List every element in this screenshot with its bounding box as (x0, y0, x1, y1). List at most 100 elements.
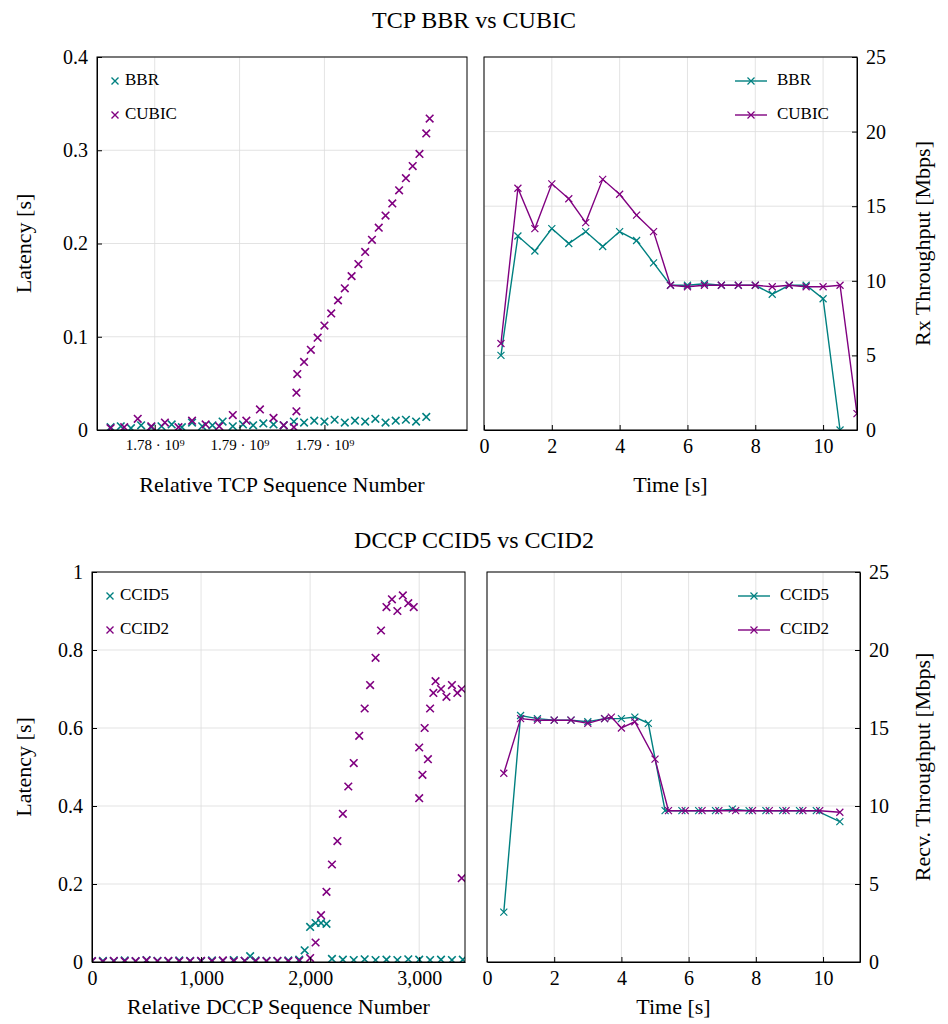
marker (260, 420, 268, 428)
tick-mark (97, 150, 102, 151)
marker (769, 283, 776, 290)
marker (148, 422, 156, 430)
grid-line (619, 57, 620, 430)
tick-mark (554, 957, 555, 962)
tick-label: 0.1 (63, 326, 88, 348)
marker (339, 956, 347, 962)
tick-mark (487, 957, 488, 962)
marker (718, 282, 725, 289)
figure: TCP BBR vs CUBIC 1.78 · 10⁹1.79 · 10⁹1.79… (0, 0, 948, 1024)
marker (820, 283, 827, 290)
tick: 0 (480, 425, 490, 457)
tick: 0.2 (58, 873, 97, 895)
marker (399, 592, 407, 600)
marker (766, 807, 773, 814)
tick: 8 (751, 957, 761, 989)
tick: 4 (615, 425, 625, 457)
marker (375, 224, 383, 232)
grid-line (97, 243, 467, 244)
series (107, 413, 430, 430)
marker (682, 807, 689, 814)
marker (565, 240, 572, 247)
marker (186, 957, 194, 962)
marker (328, 861, 336, 869)
panel: DCCP CCID5 vs CCID201,0002,0003,00000.20… (11, 527, 594, 1019)
plot-area (500, 712, 843, 916)
marker (321, 322, 329, 330)
marker (168, 421, 176, 429)
tick-mark (620, 425, 621, 430)
grid-line (755, 57, 756, 430)
marker (732, 807, 739, 814)
marker (497, 352, 504, 359)
axis: 1.78 · 10⁹1.79 · 10⁹1.79 · 10⁹ (98, 425, 468, 453)
axis: 00.10.20.30.4 (63, 46, 102, 441)
legend: CCID5CCID2 (738, 585, 829, 638)
tick: 2 (550, 957, 560, 989)
tick-label: 0.4 (63, 46, 88, 68)
tick: 0 (73, 951, 97, 973)
marker (422, 130, 430, 138)
marker (323, 888, 331, 896)
grid (484, 57, 857, 430)
marker (684, 282, 691, 289)
tick: 1.79 · 10⁹ (295, 425, 354, 453)
marker (372, 654, 380, 662)
marker (531, 225, 538, 232)
grid-line (419, 572, 420, 962)
marker (121, 957, 129, 962)
marker (448, 956, 456, 962)
grid-line (621, 572, 622, 962)
marker (293, 370, 301, 378)
grid-line (551, 57, 552, 430)
legend-label: CCID2 (120, 619, 169, 638)
tick-label: 0.4 (58, 795, 83, 817)
marker (582, 228, 589, 235)
plot-area (497, 176, 857, 430)
marker (323, 920, 331, 928)
marker (650, 259, 657, 266)
marker (836, 818, 843, 825)
marker (701, 280, 708, 287)
marker (188, 417, 196, 425)
plot-frame (487, 572, 860, 962)
series (92, 919, 465, 962)
marker (421, 724, 429, 732)
tick: 20 (855, 639, 889, 661)
tick-label: 15 (866, 195, 886, 217)
marker (412, 418, 420, 426)
marker (404, 955, 412, 962)
marker (341, 284, 349, 292)
marker (300, 419, 308, 427)
marker (175, 957, 183, 962)
tick-mark (855, 806, 860, 807)
marker (426, 956, 434, 962)
marker (752, 282, 759, 289)
tick-mark (852, 206, 857, 207)
x-axis-title: Time [s] (633, 472, 707, 497)
tick: 25 (852, 46, 886, 68)
tick: 10 (855, 795, 889, 817)
axis-line (98, 430, 468, 431)
marker (175, 957, 183, 962)
grid-line (92, 728, 465, 729)
tick-mark (621, 957, 622, 962)
tick: 0.3 (63, 139, 102, 161)
marker (263, 957, 271, 962)
legend-item: CUBIC (735, 104, 829, 123)
tick-mark (92, 650, 97, 651)
tick-mark (97, 430, 102, 431)
tick: 8 (751, 425, 761, 457)
chart-title: TCP BBR vs CUBIC (372, 7, 576, 33)
marker (345, 783, 353, 791)
tick: 0.2 (63, 232, 102, 254)
marker (285, 957, 293, 962)
marker (534, 717, 541, 724)
tick-label: 0.3 (63, 139, 88, 161)
tick-label: 2,000 (288, 967, 333, 989)
tick: 0 (852, 419, 876, 441)
marker (458, 685, 465, 693)
plot-frame (97, 57, 467, 430)
marker (551, 717, 558, 724)
marker (837, 282, 844, 289)
